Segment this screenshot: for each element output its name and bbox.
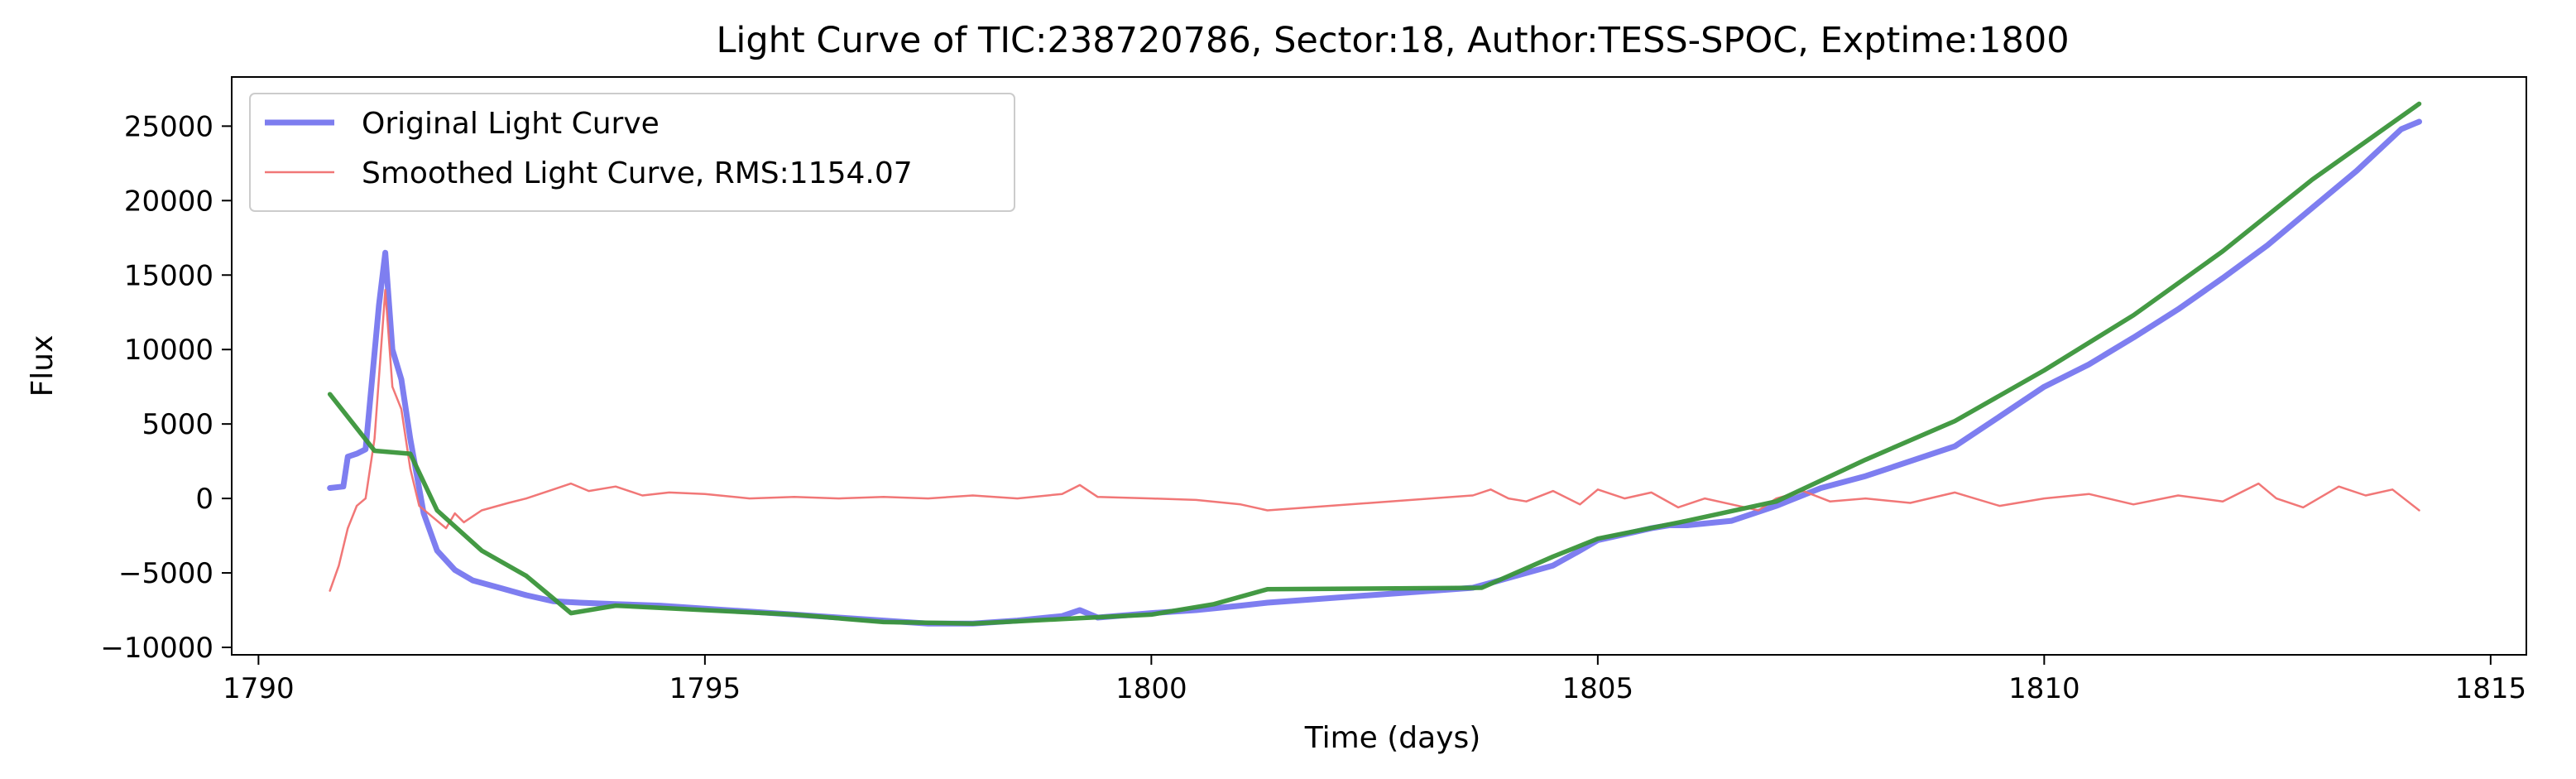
x-tick-label: 1805 <box>1562 672 1634 705</box>
y-axis-ticks: −10000 −5000 0 5000 10000 15000 20000 25000 <box>100 110 232 665</box>
y-tick-label: 20000 <box>124 185 213 218</box>
x-axis-ticks: 1790 1795 1800 1805 1810 1815 <box>223 655 2526 705</box>
y-tick-label: 25000 <box>124 110 213 143</box>
legend-box <box>249 93 1015 212</box>
x-tick-label: 1810 <box>2008 672 2080 705</box>
legend-label-2: Smoothed Light Curve, RMS:1154.07 <box>362 156 913 190</box>
y-tick-label: 5000 <box>142 408 213 441</box>
legend-label-1: Original Light Curve <box>362 107 660 141</box>
chart-title: Light Curve of TIC:238720786, Sector:18,… <box>716 20 2069 61</box>
y-tick-label: 0 <box>195 483 213 516</box>
legend: Original Light Curve Smoothed Light Curve… <box>249 93 1015 212</box>
y-axis-label: Flux <box>26 335 60 397</box>
plot-frame <box>231 76 2527 656</box>
x-tick-label: 1795 <box>669 672 741 705</box>
y-tick-label: −5000 <box>118 557 213 590</box>
series-line-3 <box>327 101 2422 626</box>
x-tick-label: 1800 <box>1115 672 1187 705</box>
y-tick-label: 15000 <box>124 259 213 292</box>
x-tick-label: 1790 <box>223 672 295 705</box>
x-axis-label: Time (days) <box>1304 721 1481 755</box>
x-tick-label: 1815 <box>2455 672 2527 705</box>
series-line-2 <box>329 289 2420 592</box>
plot-series <box>327 101 2422 627</box>
y-tick-label: 10000 <box>124 334 213 367</box>
y-tick-label: −10000 <box>100 632 213 665</box>
